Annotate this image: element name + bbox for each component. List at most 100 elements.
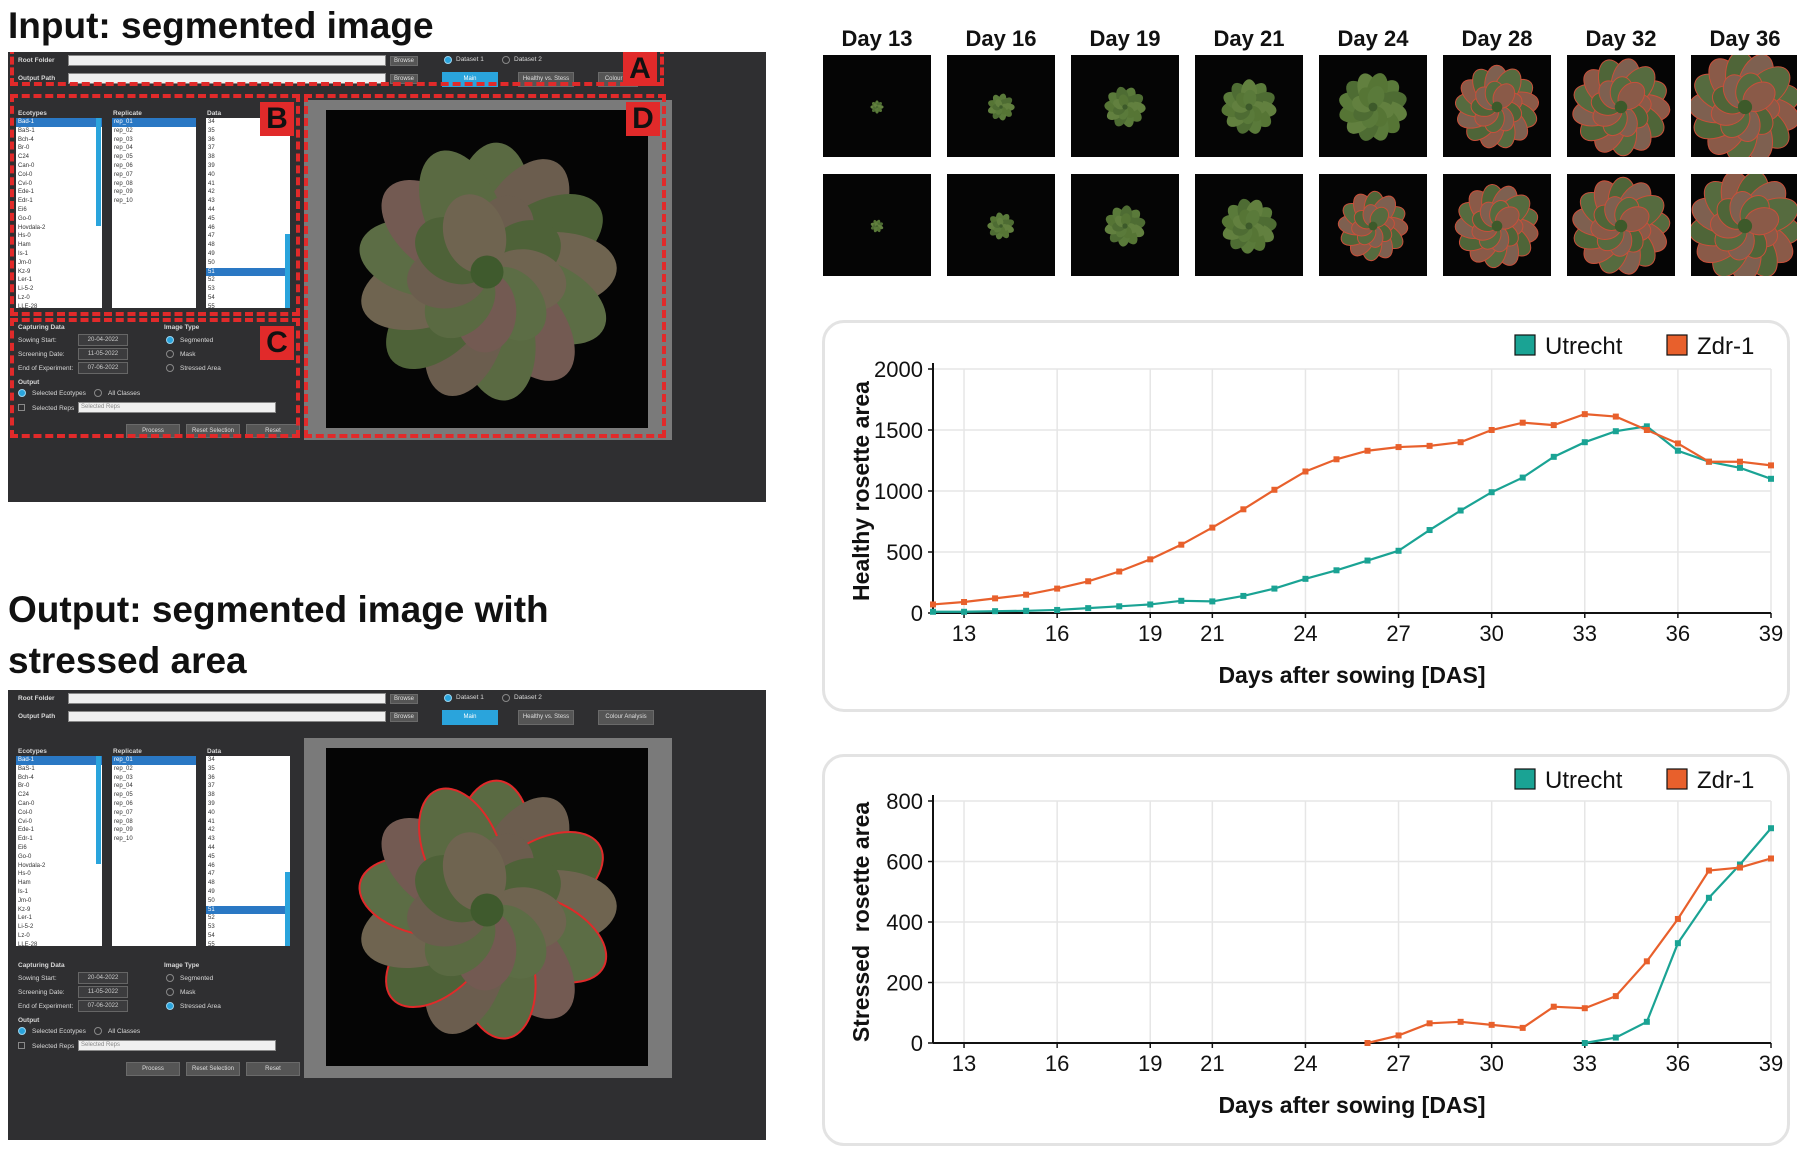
healthy-stress-button[interactable]: Healthy vs. Stess bbox=[518, 710, 574, 725]
colour-analysis-button[interactable]: Colour Analysis bbox=[598, 710, 654, 725]
ecotype-item[interactable]: Cvi-0 bbox=[18, 180, 33, 187]
data-item[interactable]: 36 bbox=[208, 774, 215, 781]
selected-reps-input[interactable]: Selected Reps bbox=[78, 402, 276, 413]
ecotypes-list[interactable]: Bad-1 BaS-1 Bch-4 Br-0 C24 Can-0 Col-0 Cvi-0 Ede… bbox=[16, 756, 102, 946]
ecotype-item[interactable]: Li-5-2 bbox=[18, 924, 34, 931]
all-classes-radio[interactable] bbox=[94, 389, 102, 397]
data-item[interactable]: 50 bbox=[208, 897, 215, 904]
data-item[interactable]: 54 bbox=[208, 294, 215, 301]
reset-selection-button[interactable]: Reset Selection bbox=[186, 1062, 240, 1076]
selected-reps-checkbox[interactable] bbox=[18, 1042, 25, 1049]
output-browse-button[interactable]: Browse bbox=[390, 712, 418, 722]
data-item[interactable]: 47 bbox=[208, 233, 215, 240]
ecotype-item[interactable]: Bch-4 bbox=[18, 136, 34, 143]
data-item[interactable]: 41 bbox=[208, 180, 215, 187]
ecotype-item[interactable]: Is-1 bbox=[18, 250, 29, 257]
selected-ecotypes-radio[interactable] bbox=[18, 1027, 26, 1035]
ecotype-item[interactable]: Ede-1 bbox=[18, 189, 35, 196]
data-item[interactable]: 48 bbox=[208, 880, 215, 887]
data-item[interactable]: 53 bbox=[208, 924, 215, 931]
ecotype-item[interactable]: LLE-28 bbox=[18, 303, 38, 308]
data-list[interactable]: 34 35 36 37 38 39 40 41 42 43 44 45 46 47 48 49 50 51 52 53… bbox=[206, 756, 290, 946]
ecotype-item[interactable]: Col-0 bbox=[18, 809, 33, 816]
ecotype-item[interactable]: Is-1 bbox=[18, 888, 29, 895]
ecotype-item[interactable]: Ham bbox=[18, 242, 31, 249]
data-item[interactable]: 49 bbox=[208, 250, 215, 257]
data-item[interactable]: 35 bbox=[208, 127, 215, 134]
ecotypes-scrollbar[interactable] bbox=[96, 756, 101, 864]
root-browse-button[interactable]: Browse bbox=[390, 694, 418, 704]
reset-button[interactable]: Reset bbox=[246, 1062, 300, 1076]
replicate-item[interactable]: rep_02 bbox=[114, 765, 133, 772]
replicate-list[interactable]: rep_01 rep_02 rep_03 rep_04 rep_05 rep_06 rep_… bbox=[112, 118, 196, 308]
data-item[interactable]: 49 bbox=[208, 888, 215, 895]
data-item[interactable]: 37 bbox=[208, 145, 215, 152]
ecotype-item[interactable]: Go-0 bbox=[18, 215, 32, 222]
replicate-item[interactable]: rep_08 bbox=[114, 180, 133, 187]
dataset2-radio[interactable] bbox=[502, 694, 510, 702]
data-item[interactable]: 38 bbox=[208, 154, 215, 161]
data-item[interactable]: 51 bbox=[206, 267, 290, 277]
ecotype-item[interactable]: Ham bbox=[18, 880, 31, 887]
mask-radio[interactable] bbox=[166, 988, 174, 996]
selected-reps-checkbox[interactable] bbox=[18, 404, 25, 411]
data-item[interactable]: 50 bbox=[208, 259, 215, 266]
end-experiment-field[interactable]: 07-06-2022 bbox=[78, 1000, 128, 1012]
data-item[interactable]: 40 bbox=[208, 171, 215, 178]
ecotype-item[interactable]: Hs-0 bbox=[18, 871, 31, 878]
replicate-item[interactable]: rep_10 bbox=[114, 198, 133, 205]
replicate-item[interactable]: rep_03 bbox=[114, 774, 133, 781]
data-item[interactable]: 41 bbox=[208, 818, 215, 825]
root-folder-input[interactable] bbox=[68, 693, 386, 704]
data-item[interactable]: 46 bbox=[208, 224, 215, 231]
ecotype-item[interactable]: Kz-9 bbox=[18, 906, 31, 913]
data-scrollbar[interactable] bbox=[285, 872, 290, 946]
data-item[interactable]: 45 bbox=[208, 853, 215, 860]
ecotype-item[interactable]: Ler-1 bbox=[18, 915, 33, 922]
replicate-item[interactable]: rep_09 bbox=[114, 189, 133, 196]
replicate-item[interactable]: rep_07 bbox=[114, 171, 133, 178]
data-item[interactable]: 55 bbox=[208, 303, 215, 308]
data-scrollbar[interactable] bbox=[285, 234, 290, 308]
ecotype-item[interactable]: Hovdala-2 bbox=[18, 224, 46, 231]
ecotype-item[interactable]: Kz-9 bbox=[18, 268, 31, 275]
replicate-item[interactable]: rep_01 bbox=[112, 118, 196, 127]
data-item[interactable]: 39 bbox=[208, 162, 215, 169]
replicate-item[interactable]: rep_06 bbox=[114, 162, 133, 169]
data-item[interactable]: 45 bbox=[208, 215, 215, 222]
replicate-item[interactable]: rep_05 bbox=[114, 792, 133, 799]
data-item[interactable]: 52 bbox=[208, 915, 215, 922]
data-item[interactable]: 34 bbox=[208, 757, 215, 763]
ecotype-item[interactable]: Lz-0 bbox=[18, 932, 30, 939]
segmented-radio[interactable] bbox=[166, 974, 174, 982]
screening-date-field[interactable]: 11-05-2022 bbox=[78, 348, 128, 360]
data-item[interactable]: 43 bbox=[208, 836, 215, 843]
ecotype-item[interactable]: Lz-0 bbox=[18, 294, 30, 301]
main-button[interactable]: Main bbox=[442, 710, 498, 725]
ecotype-item[interactable]: Col-0 bbox=[18, 171, 33, 178]
data-item[interactable]: 34 bbox=[208, 119, 215, 125]
dataset1-radio[interactable] bbox=[444, 56, 452, 64]
dataset1-radio[interactable] bbox=[444, 694, 452, 702]
end-experiment-field[interactable]: 07-06-2022 bbox=[78, 362, 128, 374]
output-path-input[interactable] bbox=[68, 711, 386, 722]
data-item[interactable]: 51 bbox=[206, 905, 290, 915]
ecotype-item[interactable]: C24 bbox=[18, 792, 30, 799]
data-item[interactable]: 53 bbox=[208, 286, 215, 293]
data-item[interactable]: 39 bbox=[208, 800, 215, 807]
ecotype-item[interactable]: Bch-4 bbox=[18, 774, 34, 781]
ecotypes-scrollbar[interactable] bbox=[96, 118, 101, 226]
ecotypes-list[interactable]: Bad-1 BaS-1 Bch-4 Br-0 C24 Can-0 Col-0 Cvi-0 Ede… bbox=[16, 118, 102, 308]
screening-date-field[interactable]: 11-05-2022 bbox=[78, 986, 128, 998]
all-classes-radio[interactable] bbox=[94, 1027, 102, 1035]
ecotype-item[interactable]: BaS-1 bbox=[18, 765, 35, 772]
image-viewer[interactable] bbox=[304, 100, 672, 440]
ecotype-item[interactable]: Edr-1 bbox=[18, 836, 33, 843]
data-item[interactable]: 44 bbox=[208, 206, 215, 213]
mask-radio[interactable] bbox=[166, 350, 174, 358]
root-folder-input[interactable] bbox=[68, 55, 386, 66]
data-item[interactable]: 42 bbox=[208, 189, 215, 196]
stressed-area-radio[interactable] bbox=[166, 364, 174, 372]
sowing-start-field[interactable]: 20-04-2022 bbox=[78, 972, 128, 984]
data-item[interactable]: 54 bbox=[208, 932, 215, 939]
